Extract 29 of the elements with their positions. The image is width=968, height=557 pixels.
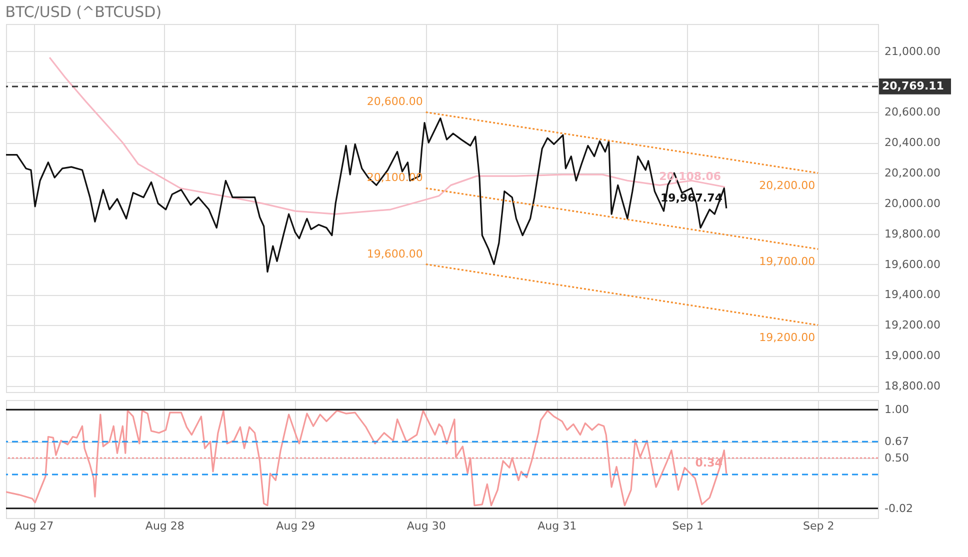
annotation: 19,700.00 [759, 255, 816, 268]
y-tick-label: -0.02 [884, 502, 913, 515]
y-tick-label: 19,800.00 [884, 227, 940, 240]
y-tick-label: 20,600.00 [884, 106, 940, 119]
y-tick-label: 19,400.00 [884, 288, 940, 302]
annotation: 20,200.00 [759, 179, 816, 192]
x-tick-label: Aug 29 [276, 520, 316, 532]
x-tick-label: Sep 1 [672, 520, 704, 532]
annotation: 19,200.00 [759, 331, 816, 344]
x-tick-label: Aug 28 [145, 520, 184, 532]
annotation: 20,600.00 [366, 95, 423, 108]
ref-line-label: 20,769.11 [882, 79, 944, 92]
x-tick-label: Sep 2 [802, 520, 834, 532]
y-tick-label: 18,800.00 [884, 379, 940, 392]
y-tick-label: 21,000.00 [884, 44, 940, 58]
annotation: 19,600.00 [366, 247, 423, 260]
y-tick-label: 19,200.00 [884, 318, 940, 332]
chart-title: BTC/USD (^BTCUSD) [5, 3, 162, 21]
x-tick-label: Aug 27 [14, 520, 54, 532]
y-tick-label: 0.50 [884, 452, 909, 465]
y-tick-label: 0.67 [884, 435, 909, 448]
y-tick-label: 20,400.00 [884, 136, 940, 150]
y-tick-label: 19,600.00 [884, 258, 940, 271]
y-tick-label: 20,000.00 [884, 196, 940, 210]
y-tick-label: 20,200.00 [884, 166, 940, 180]
y-tick-label: 1.00 [884, 403, 909, 416]
x-tick-label: Aug 31 [538, 520, 577, 532]
x-tick-label: Aug 30 [406, 520, 446, 532]
y-tick-label: 19,000.00 [884, 349, 940, 362]
